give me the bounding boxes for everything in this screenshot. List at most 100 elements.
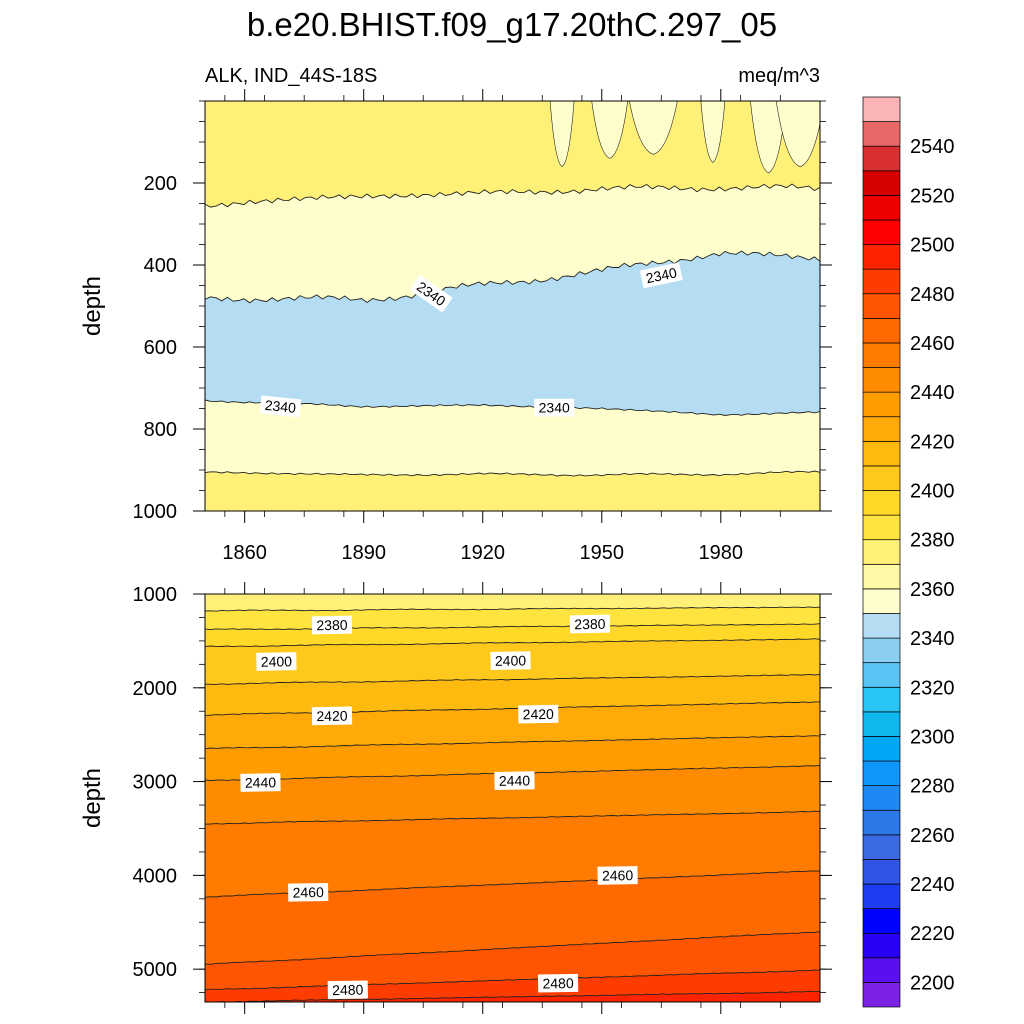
lower-plot-frame bbox=[204, 593, 821, 1003]
lower-contour-line bbox=[205, 810, 820, 825]
colorbar-tick-label: 2380 bbox=[910, 530, 955, 552]
colorbar-tick-label: 2300 bbox=[910, 727, 955, 749]
colorbar-tick-label: 2400 bbox=[910, 481, 955, 503]
upper-y-tick-label: 600 bbox=[144, 337, 177, 359]
lower-contour-label: 2380 bbox=[311, 615, 353, 635]
colorbar: 2200 2220 2240 2260 2280 2300 2320 2340 2360 2380… bbox=[862, 96, 955, 1008]
colorbar-tick-label: 2540 bbox=[910, 136, 955, 158]
upper-contour-label: 2340 bbox=[259, 395, 302, 418]
colorbar-tick-label: 2500 bbox=[910, 235, 955, 257]
colorbar-box bbox=[862, 145, 901, 172]
x-tick-label: 1950 bbox=[580, 542, 625, 564]
lower-depth-panel: 2380 2380 2400 2400 2420 2420 2440 2440 2460 2460… bbox=[133, 582, 832, 1014]
upper-contour-band bbox=[205, 471, 820, 511]
colorbar-box bbox=[862, 342, 901, 368]
x-tick-label: 1890 bbox=[341, 542, 386, 564]
lower-contour-line bbox=[205, 638, 820, 648]
lower-contour-label: 2440 bbox=[494, 771, 535, 790]
upper-contour-label-text: 2340 bbox=[539, 400, 570, 416]
upper-surface-plume bbox=[549, 101, 575, 167]
colorbar-box bbox=[862, 686, 901, 713]
lower-contour-label: 2440 bbox=[240, 773, 281, 792]
colorbar-box bbox=[862, 834, 901, 860]
lower-contour-label: 2380 bbox=[569, 614, 611, 634]
upper-contour-label-text: 2340 bbox=[264, 397, 297, 416]
colorbar-box bbox=[862, 908, 901, 934]
colorbar-box bbox=[862, 711, 901, 737]
colorbar-box bbox=[862, 613, 901, 639]
colorbar-tick-label: 2480 bbox=[910, 284, 955, 306]
lower-contour-line bbox=[205, 606, 820, 612]
upper-surface-plume bbox=[700, 101, 726, 163]
colorbar-box bbox=[862, 982, 901, 1008]
colorbar-box bbox=[862, 440, 901, 467]
colorbar-tick-label: 2260 bbox=[910, 825, 955, 847]
variable-region-label: ALK, IND_44S-18S bbox=[205, 65, 377, 87]
lower-contour-label-text: 2480 bbox=[542, 975, 574, 992]
x-tick-label: 1860 bbox=[222, 542, 267, 564]
colorbar-box bbox=[862, 883, 901, 909]
colorbar-box bbox=[862, 170, 901, 196]
colorbar-tick-label: 2440 bbox=[910, 382, 955, 404]
upper-contour-line bbox=[205, 470, 820, 477]
upper-contour-line bbox=[205, 250, 820, 304]
x-tick-label: 1920 bbox=[460, 542, 505, 564]
lower-y-tick-label: 4000 bbox=[133, 865, 178, 887]
lower-contour-label: 2480 bbox=[537, 973, 579, 993]
lower-contour-line bbox=[205, 701, 820, 716]
lower-contour-line bbox=[205, 673, 820, 685]
lower-y-axis-label: depth bbox=[79, 768, 106, 828]
colorbar-box bbox=[862, 859, 901, 885]
upper-contour-line bbox=[205, 183, 820, 208]
colorbar-box bbox=[862, 96, 901, 122]
colorbar-tick-label: 2420 bbox=[910, 431, 955, 453]
x-tick-label: 1980 bbox=[699, 542, 744, 564]
lower-contour-label: 2420 bbox=[311, 706, 353, 726]
colorbar-box bbox=[862, 318, 901, 344]
colorbar-tick-label: 2200 bbox=[910, 972, 955, 994]
upper-y-tick-label: 1000 bbox=[133, 501, 178, 523]
colorbar-tick-label: 2520 bbox=[910, 185, 955, 207]
colorbar-box bbox=[862, 195, 901, 221]
colorbar-box bbox=[862, 662, 901, 688]
upper-surface-plume bbox=[591, 101, 629, 159]
colorbar-tick-label: 2460 bbox=[910, 333, 955, 355]
upper-surface-plume bbox=[775, 101, 820, 167]
colorbar-box bbox=[862, 244, 901, 270]
colorbar-tick-label: 2360 bbox=[910, 579, 955, 601]
lower-contour-line bbox=[205, 735, 820, 750]
colorbar-tick-label: 2220 bbox=[910, 923, 955, 945]
lower-contour-label-text: 2400 bbox=[261, 653, 293, 670]
lower-contour-label-text: 2460 bbox=[292, 884, 324, 901]
colorbar-box bbox=[862, 268, 901, 295]
colorbar-box bbox=[862, 932, 901, 959]
colorbar-box bbox=[862, 957, 901, 983]
lower-contour-label-text: 2380 bbox=[316, 617, 348, 634]
colorbar-box bbox=[862, 391, 901, 418]
colorbar-box bbox=[862, 367, 901, 393]
colorbar-box bbox=[862, 514, 901, 541]
colorbar-box bbox=[862, 588, 901, 614]
lower-contour-label: 2400 bbox=[256, 652, 297, 671]
colorbar-box bbox=[862, 465, 901, 491]
colorbar-box bbox=[862, 563, 901, 590]
lower-contour-label: 2400 bbox=[490, 651, 531, 670]
upper-contour-label-text: 2340 bbox=[644, 264, 678, 286]
lower-contour-label-text: 2420 bbox=[316, 708, 348, 725]
lower-y-tick-label: 5000 bbox=[133, 959, 178, 981]
lower-contour-band bbox=[205, 991, 820, 1002]
colorbar-tick-label: 2240 bbox=[910, 874, 955, 896]
upper-y-tick-label: 800 bbox=[144, 419, 177, 441]
colorbar-tick-label: 2340 bbox=[910, 628, 955, 650]
colorbar-tick-label: 2320 bbox=[910, 677, 955, 699]
upper-contour-label: 2340 bbox=[534, 398, 575, 417]
colorbar-box bbox=[862, 490, 901, 516]
units-label: meq/m^3 bbox=[738, 65, 820, 87]
lower-y-tick-label: 3000 bbox=[133, 772, 178, 794]
lower-contour-line bbox=[205, 969, 820, 991]
colorbar-box bbox=[862, 760, 901, 786]
upper-contour-label: 2340 bbox=[639, 262, 683, 289]
colorbar-box bbox=[862, 416, 901, 442]
